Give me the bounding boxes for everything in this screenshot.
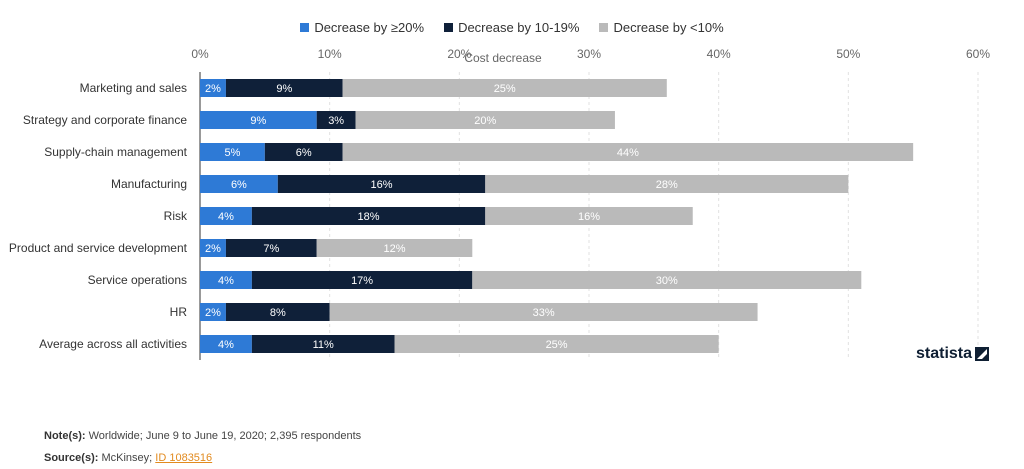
category-label-5: Product and service development (9, 241, 188, 255)
data-label-s0-c6: 4% (218, 275, 234, 287)
data-label-s0-c2: 5% (224, 147, 240, 159)
data-label-s0-c7: 2% (205, 307, 221, 319)
x-tick-label-5: 50% (836, 47, 860, 61)
data-label-s1-c6: 17% (351, 275, 373, 287)
data-label-s0-c8: 4% (218, 339, 234, 351)
statista-logo: statista (916, 345, 990, 363)
bar-s0-c1 (200, 111, 317, 129)
legend-swatch-2 (599, 23, 609, 32)
bar-s2-c1 (355, 111, 615, 129)
bar-s2-c5 (316, 239, 473, 257)
source-label: Source(s): (44, 452, 99, 464)
bar-s0-c5 (200, 239, 226, 257)
legend-item-1[interactable]: Decrease by 10-19% (444, 20, 579, 35)
data-label-s2-c4: 16% (578, 211, 600, 223)
legend-label-2: Decrease by <10% (613, 20, 724, 35)
category-label-6: Service operations (88, 273, 187, 287)
legend-label-0: Decrease by ≥20% (314, 20, 425, 35)
data-label-s1-c3: 16% (371, 179, 393, 191)
data-label-s1-c7: 8% (270, 307, 286, 319)
bar-s2-c7 (329, 303, 758, 321)
footer-note: Note(s): Worldwide; June 9 to June 19, 2… (44, 430, 361, 442)
x-tick-label-3: 30% (577, 47, 601, 61)
x-tick-label-2: 20% (447, 47, 471, 61)
bar-s0-c3 (200, 175, 278, 193)
data-label-s2-c3: 28% (656, 179, 678, 191)
bar-s0-c7 (200, 303, 226, 321)
data-label-s2-c7: 33% (533, 307, 555, 319)
bar-s0-c6 (200, 271, 252, 289)
data-label-s1-c5: 7% (263, 243, 279, 255)
bar-s0-c8 (200, 335, 252, 353)
bar-s1-c3 (277, 175, 486, 193)
bar-s1-c1 (316, 111, 356, 129)
data-label-s2-c2: 44% (617, 147, 639, 159)
category-label-0: Marketing and sales (80, 81, 187, 95)
source-text: McKinsey; (101, 452, 153, 464)
data-label-s2-c0: 25% (494, 83, 516, 95)
data-label-s2-c6: 30% (656, 275, 678, 287)
data-label-s2-c8: 25% (546, 339, 568, 351)
legend-label-1: Decrease by 10-19% (458, 20, 580, 35)
bar-s2-c3 (485, 175, 849, 193)
bar-s1-c4 (251, 207, 486, 225)
bar-s1-c5 (225, 239, 317, 257)
data-label-s2-c1: 20% (474, 115, 496, 127)
x-tick-label-0: 0% (191, 47, 209, 61)
chart-legend: Decrease by ≥20% Decrease by 10-19% Decr… (0, 20, 1024, 35)
note-text: Worldwide; June 9 to June 19, 2020; 2,39… (88, 430, 362, 442)
data-label-s0-c3: 6% (231, 179, 247, 191)
x-tick-label-1: 10% (318, 47, 342, 61)
data-label-s1-c2: 6% (296, 147, 312, 159)
source-link[interactable]: ID 1083516 (155, 452, 213, 464)
data-label-s0-c5: 2% (205, 243, 221, 255)
bar-s1-c6 (251, 271, 473, 289)
x-tick-label-4: 40% (707, 47, 731, 61)
legend-item-0[interactable]: Decrease by ≥20% (300, 20, 424, 35)
bar-s2-c6 (472, 271, 862, 289)
category-label-8: Average across all activities (39, 337, 187, 351)
x-axis-title: Cost decrease (464, 51, 542, 65)
data-label-s0-c1: 9% (250, 115, 266, 127)
legend-swatch-0 (300, 23, 310, 32)
category-label-1: Strategy and corporate finance (23, 113, 187, 127)
bar-s1-c8 (251, 335, 395, 353)
x-tick-label-6: 60% (966, 47, 990, 61)
data-label-s1-c1: 3% (328, 115, 344, 127)
category-label-3: Manufacturing (111, 177, 187, 191)
bar-s2-c0 (342, 79, 667, 97)
note-label: Note(s): (44, 430, 86, 442)
bar-s2-c2 (342, 143, 914, 161)
data-label-s1-c4: 18% (358, 211, 380, 223)
bar-s1-c2 (264, 143, 343, 161)
category-label-2: Supply-chain management (44, 145, 187, 159)
data-label-s0-c4: 4% (218, 211, 234, 223)
bar-s0-c2 (200, 143, 265, 161)
logo-text: statista (916, 345, 973, 362)
bar-s2-c4 (485, 207, 693, 225)
data-label-s2-c5: 12% (383, 243, 405, 255)
category-label-4: Risk (164, 209, 188, 223)
bar-s0-c0 (200, 79, 226, 97)
bar-s1-c7 (225, 303, 330, 321)
bar-s0-c4 (200, 207, 252, 225)
data-label-s0-c0: 2% (205, 83, 221, 95)
legend-swatch-1 (444, 23, 454, 32)
category-label-7: HR (170, 305, 188, 319)
data-label-s1-c8: 11% (313, 339, 334, 351)
footer-source: Source(s): McKinsey; ID 1083516 (44, 452, 212, 464)
logo-mark-icon (975, 347, 990, 361)
legend-item-2[interactable]: Decrease by <10% (599, 20, 724, 35)
bar-s1-c0 (225, 79, 343, 97)
bar-s2-c8 (394, 335, 719, 353)
data-label-s1-c0: 9% (276, 83, 292, 95)
